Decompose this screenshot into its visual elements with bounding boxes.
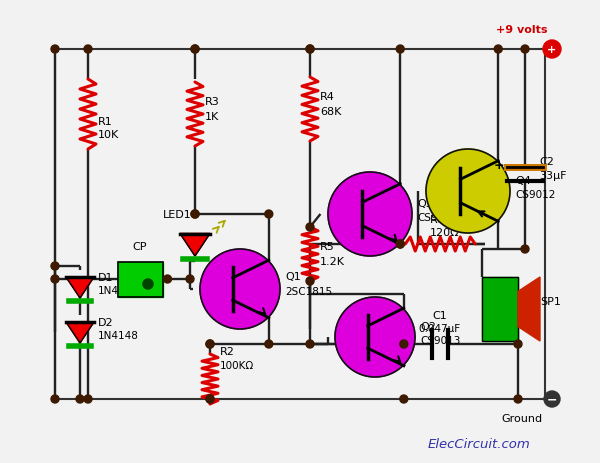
Bar xyxy=(55,50,545,399)
Text: Ground: Ground xyxy=(501,413,542,423)
Circle shape xyxy=(544,391,560,407)
Polygon shape xyxy=(66,322,94,343)
Text: −: − xyxy=(547,393,557,406)
Text: Q1: Q1 xyxy=(285,271,301,282)
Text: R2: R2 xyxy=(220,346,235,356)
Bar xyxy=(482,277,518,341)
Text: 1N4148: 1N4148 xyxy=(98,285,139,295)
Circle shape xyxy=(306,46,314,54)
Text: SP1: SP1 xyxy=(540,296,561,307)
Text: C2: C2 xyxy=(539,156,554,167)
Circle shape xyxy=(191,46,199,54)
Text: ElecCircuit.com: ElecCircuit.com xyxy=(427,438,530,450)
Circle shape xyxy=(543,41,561,59)
Circle shape xyxy=(200,250,280,329)
Circle shape xyxy=(206,340,214,348)
Circle shape xyxy=(191,211,199,219)
Circle shape xyxy=(51,275,59,283)
Text: C1: C1 xyxy=(432,310,447,320)
Circle shape xyxy=(396,46,404,54)
Circle shape xyxy=(328,173,412,257)
Text: R1: R1 xyxy=(98,117,113,127)
Circle shape xyxy=(76,395,84,403)
Circle shape xyxy=(306,277,314,285)
Circle shape xyxy=(335,297,415,377)
Text: CP: CP xyxy=(133,242,147,252)
Circle shape xyxy=(186,275,194,283)
Polygon shape xyxy=(66,277,94,298)
Circle shape xyxy=(400,340,408,348)
Bar xyxy=(118,262,163,297)
Text: Q2: Q2 xyxy=(420,321,436,332)
Polygon shape xyxy=(180,234,210,257)
Circle shape xyxy=(191,46,199,54)
Text: +: + xyxy=(547,45,557,55)
Text: +9 volts: +9 volts xyxy=(496,25,547,35)
Text: LED1: LED1 xyxy=(163,210,192,219)
Circle shape xyxy=(84,46,92,54)
Text: +: + xyxy=(494,159,505,172)
Text: R4: R4 xyxy=(320,92,335,102)
Circle shape xyxy=(521,46,529,54)
Bar xyxy=(118,262,163,297)
Polygon shape xyxy=(518,277,540,341)
Circle shape xyxy=(143,279,153,289)
Circle shape xyxy=(426,150,510,233)
Text: 0.047μF: 0.047μF xyxy=(418,323,460,333)
Text: 2SC1815: 2SC1815 xyxy=(285,287,332,296)
Text: 1.2K: 1.2K xyxy=(320,257,345,266)
Circle shape xyxy=(306,46,314,54)
Text: R6: R6 xyxy=(430,214,445,225)
Text: Q3: Q3 xyxy=(417,199,433,208)
Text: CS9013: CS9013 xyxy=(420,335,460,345)
Text: 120Ω: 120Ω xyxy=(430,227,460,238)
Circle shape xyxy=(191,211,199,219)
Circle shape xyxy=(51,46,59,54)
Bar xyxy=(482,277,518,341)
Text: R5: R5 xyxy=(320,242,335,251)
Circle shape xyxy=(206,340,214,348)
Text: 1K: 1K xyxy=(205,112,219,122)
Circle shape xyxy=(396,240,404,249)
Circle shape xyxy=(306,340,314,348)
Circle shape xyxy=(400,395,408,403)
Circle shape xyxy=(514,340,522,348)
Circle shape xyxy=(306,224,314,232)
Text: 1N4148: 1N4148 xyxy=(98,330,139,340)
Circle shape xyxy=(51,263,59,270)
Circle shape xyxy=(164,275,172,283)
Text: Q4: Q4 xyxy=(515,175,531,186)
Text: 100KΩ: 100KΩ xyxy=(220,360,254,370)
Text: D2: D2 xyxy=(98,317,113,327)
Circle shape xyxy=(84,395,92,403)
Circle shape xyxy=(265,340,273,348)
Circle shape xyxy=(51,395,59,403)
Text: 10K: 10K xyxy=(98,130,119,140)
Circle shape xyxy=(206,395,214,403)
Text: D1: D1 xyxy=(98,272,113,282)
Circle shape xyxy=(206,395,214,403)
Text: CS9012: CS9012 xyxy=(515,189,556,200)
Text: 33μF: 33μF xyxy=(539,171,566,181)
Circle shape xyxy=(396,240,404,249)
Circle shape xyxy=(521,245,529,253)
Circle shape xyxy=(494,46,502,54)
Circle shape xyxy=(265,211,273,219)
Text: CS9013: CS9013 xyxy=(417,213,457,223)
Text: R3: R3 xyxy=(205,97,220,107)
Circle shape xyxy=(514,395,522,403)
Text: 68K: 68K xyxy=(320,107,341,117)
